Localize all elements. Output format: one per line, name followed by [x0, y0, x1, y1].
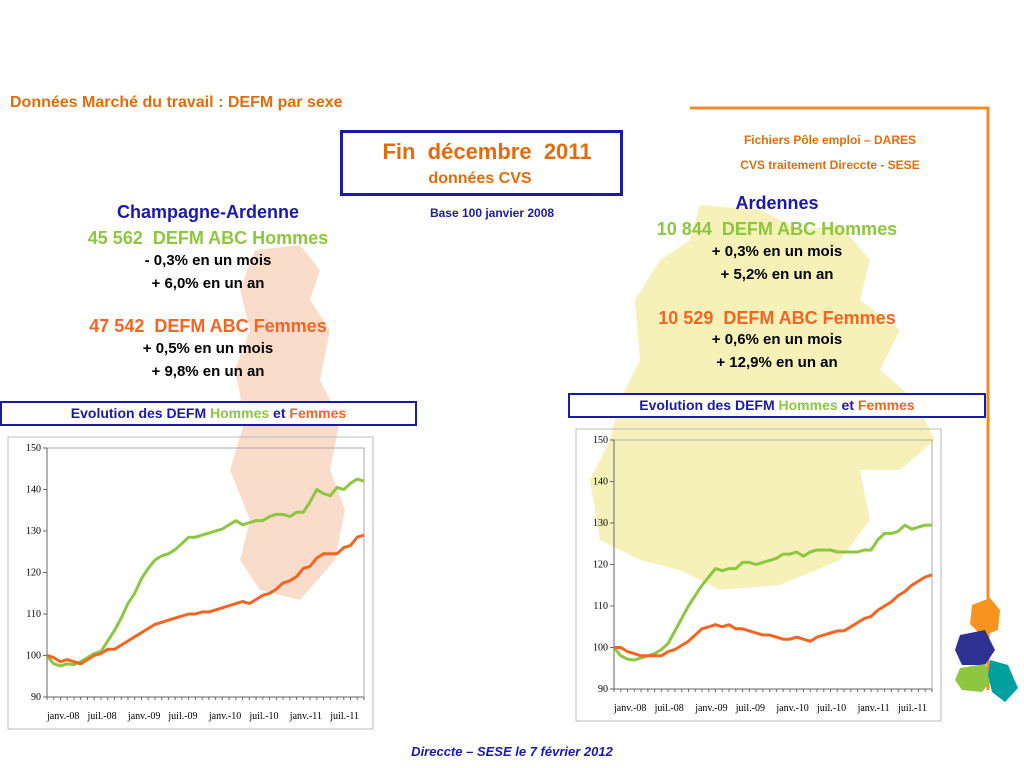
x-tick-label: juil.-08: [654, 703, 684, 714]
region-hommes-month: - 0,3% en un mois: [144, 252, 272, 269]
x-tick-label: juil.-08: [86, 711, 116, 722]
evolution-word: et: [841, 397, 854, 413]
x-tick-label: janv.-11: [289, 711, 322, 722]
mini-map-haute-marne: [988, 660, 1018, 702]
region-femmes: 10 529 DEFM ABC Femmes: [658, 308, 896, 328]
region-femmes-month: + 0,5% en un mois: [142, 340, 274, 357]
region-hommes: 45 562 DEFM ABC Hommes: [87, 228, 329, 248]
x-tick-label: juil.-11: [329, 711, 359, 722]
plot-area: [613, 439, 933, 690]
line-series: [614, 573, 933, 658]
x-tick-label: juil.-09: [167, 711, 197, 722]
line-series: [612, 523, 932, 662]
region-femmes-month: + 0,6% en un mois: [711, 331, 843, 348]
x-tick-label: janv.-09: [694, 703, 727, 714]
x-tick-label: janv.-11: [857, 703, 890, 714]
y-tick-label: 110: [26, 609, 41, 620]
y-tick-label: 90: [598, 684, 608, 695]
evolution-box: Evolution des DEFM Hommes et Femmes: [568, 393, 986, 418]
region-hommes-month: + 0,3% en un mois: [711, 243, 843, 260]
x-tick-label: juil.-09: [735, 703, 765, 714]
period-title: Fin décembre 2011: [382, 139, 592, 164]
y-tick-label: 130: [26, 526, 41, 537]
mini-map-aube: [955, 664, 992, 692]
plot-area: [46, 447, 365, 698]
y-tick-label: 100: [593, 643, 608, 654]
region-name: Ardennes: [735, 193, 819, 213]
x-tick-label: juil.-10: [248, 711, 278, 722]
x-tick-label: janv.-10: [208, 711, 241, 722]
region-femmes-year: + 9,8% en un an: [151, 363, 265, 380]
y-tick-label: 120: [593, 560, 608, 571]
region-hommes-year: + 6,0% en un an: [151, 275, 265, 292]
region-name: Champagne-Ardenne: [116, 202, 300, 222]
region-femmes-year: + 12,9% en un an: [716, 354, 838, 371]
period-box: [340, 130, 623, 196]
x-tick-label: janv.-10: [775, 703, 808, 714]
source-line: CVS traitement Direccte - SESE: [740, 158, 920, 172]
evolution-word: Hommes: [778, 397, 838, 413]
evolution-word: Hommes: [210, 405, 270, 421]
x-tick-label: janv.-08: [613, 703, 646, 714]
evolution-word: et: [273, 405, 286, 421]
y-tick-label: 90: [31, 692, 41, 703]
x-tick-label: janv.-09: [127, 711, 160, 722]
source-line: Fichiers Pôle emploi – DARES: [743, 133, 917, 147]
region-femmes: 47 542 DEFM ABC Femmes: [89, 316, 327, 336]
evolution-box: Evolution des DEFM Hommes et Femmes: [0, 401, 417, 426]
y-tick-label: 100: [26, 651, 41, 662]
y-tick-label: 150: [593, 435, 608, 446]
chart-frame: [7, 436, 374, 730]
footer: Direccte – SESE le 7 février 2012: [411, 744, 613, 759]
period-subtitle: données CVS: [428, 170, 532, 187]
evolution-word: Femmes: [857, 397, 915, 413]
base-note: Base 100 janvier 2008: [429, 206, 555, 220]
y-tick-label: 140: [26, 485, 41, 496]
x-tick-label: juil.-10: [816, 703, 846, 714]
y-tick-label: 110: [593, 601, 608, 612]
line-series: [46, 533, 365, 666]
y-tick-label: 120: [26, 568, 41, 579]
evolution-word: Evolution des DEFM: [639, 397, 775, 413]
chart-frame: [575, 428, 942, 722]
y-tick-label: 130: [593, 518, 608, 529]
y-tick-label: 150: [26, 443, 41, 454]
y-tick-label: 140: [593, 477, 608, 488]
evolution-word: Femmes: [289, 405, 347, 421]
mini-map-ardennes: [970, 598, 1000, 636]
x-tick-label: juil.-11: [897, 703, 927, 714]
region-hommes-year: + 5,2% en un an: [720, 266, 834, 283]
region-hommes: 10 844 DEFM ABC Hommes: [656, 219, 898, 239]
mini-map-marne: [955, 630, 995, 665]
slide-title: Données Marché du travail : DEFM par sex…: [10, 94, 343, 111]
frame-line: [690, 106, 990, 690]
line-series: [45, 477, 365, 668]
evolution-word: Evolution des DEFM: [70, 405, 207, 421]
x-tick-label: janv.-08: [46, 711, 79, 722]
